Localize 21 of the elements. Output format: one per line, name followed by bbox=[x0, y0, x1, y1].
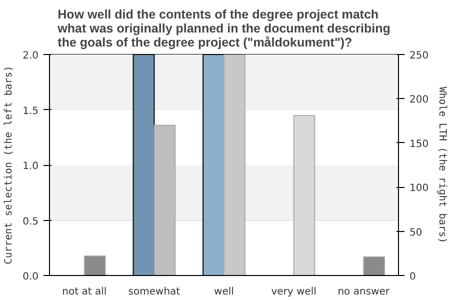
y2-tick-label: 200 bbox=[410, 94, 429, 106]
y-tick-label: 0.0 bbox=[22, 272, 39, 282]
y-axis-title: Current selection (the left bars) bbox=[4, 66, 15, 264]
x-tick-label: well bbox=[214, 286, 234, 298]
y2-tick-label: 250 bbox=[410, 50, 429, 62]
x-tick-label: no answer bbox=[338, 286, 390, 298]
bar bbox=[363, 256, 386, 276]
y-tick-label: 1.0 bbox=[22, 161, 39, 172]
chart-title: How well did the contents of the degree project match what was originally planned in the document describing the goals of the degree project ("måldokument")? bbox=[56, 8, 390, 50]
x-tick-label: somewhat bbox=[128, 286, 180, 298]
y-tick-label: 0.5 bbox=[22, 216, 39, 228]
bar bbox=[84, 256, 106, 276]
y2-tick-label: 100 bbox=[410, 183, 429, 194]
y2-axis-title: Whole LTH (the right bars) bbox=[436, 86, 448, 244]
y2-tick-label: 150 bbox=[410, 138, 429, 150]
x-tick-label: not at all bbox=[62, 286, 107, 298]
y-tick-label: 2.0 bbox=[22, 50, 39, 62]
y2-tick-label: 0 bbox=[410, 272, 416, 282]
x-tick-label: very well bbox=[271, 286, 316, 298]
y2-tick-label: 50 bbox=[410, 227, 422, 238]
y-tick-label: 1.5 bbox=[22, 106, 39, 117]
